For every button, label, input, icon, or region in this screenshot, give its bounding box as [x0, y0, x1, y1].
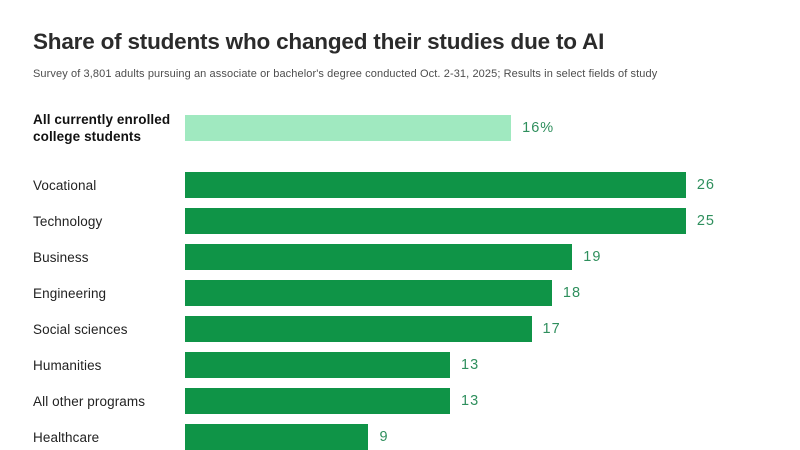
chart-title: Share of students who changed their stud… — [33, 29, 605, 54]
bar — [185, 208, 686, 234]
bar — [185, 115, 512, 141]
bar-track: 25 — [185, 208, 715, 234]
chart-row: Vocational 26 — [33, 167, 772, 203]
category-label: Humanities — [33, 357, 102, 373]
bar — [185, 280, 552, 306]
bar-track: 13 — [185, 388, 715, 414]
bar — [185, 316, 532, 342]
bar — [185, 352, 450, 378]
bar-chart: All currently enrolled college students 1… — [33, 101, 772, 450]
chart-row: All currently enrolled college students 1… — [33, 101, 772, 155]
bar — [185, 424, 369, 450]
bar-track: 19 — [185, 244, 715, 270]
bar-track: 13 — [185, 352, 715, 378]
bar — [185, 172, 686, 198]
bar-track: 18 — [185, 280, 715, 306]
category-label: Healthcare — [33, 429, 100, 445]
value-label: 17 — [542, 321, 561, 337]
value-label: 19 — [583, 249, 602, 265]
category-label: Business — [33, 249, 89, 265]
bar-track: 17 — [185, 316, 715, 342]
bar-track: 26 — [185, 172, 715, 198]
chart-row: Social sciences 17 — [33, 311, 772, 347]
category-label: Social sciences — [33, 321, 128, 337]
bar-track: 16% — [185, 115, 715, 141]
value-label: 13 — [461, 357, 480, 373]
category-label: Engineering — [33, 285, 107, 301]
value-label: 25 — [696, 213, 715, 229]
chart-row: Engineering 18 — [33, 275, 772, 311]
category-label: All other programs — [33, 393, 146, 409]
chart-rows: All currently enrolled college students 1… — [33, 101, 772, 450]
bar — [185, 388, 450, 414]
value-label: 18 — [562, 285, 582, 301]
category-label: Vocational — [33, 177, 97, 193]
chart-row: Humanities 13 — [33, 347, 772, 383]
bar-track: 9 — [185, 424, 715, 450]
value-label: 9 — [379, 429, 389, 445]
category-label: Technology — [33, 213, 103, 229]
chart-row: Business 19 — [33, 239, 772, 275]
value-label: 26 — [696, 177, 715, 193]
chart-subtitle: Survey of 3,801 adults pursuing an assoc… — [33, 68, 658, 80]
bar — [185, 244, 573, 270]
chart-row: Technology 25 — [33, 203, 772, 239]
chart-row: Healthcare 9 — [33, 419, 772, 450]
value-label: 13 — [461, 393, 480, 409]
value-label: 16% — [522, 120, 555, 136]
category-label: All currently enrolled college students — [33, 112, 171, 144]
chart-row: All other programs 13 — [33, 383, 772, 419]
